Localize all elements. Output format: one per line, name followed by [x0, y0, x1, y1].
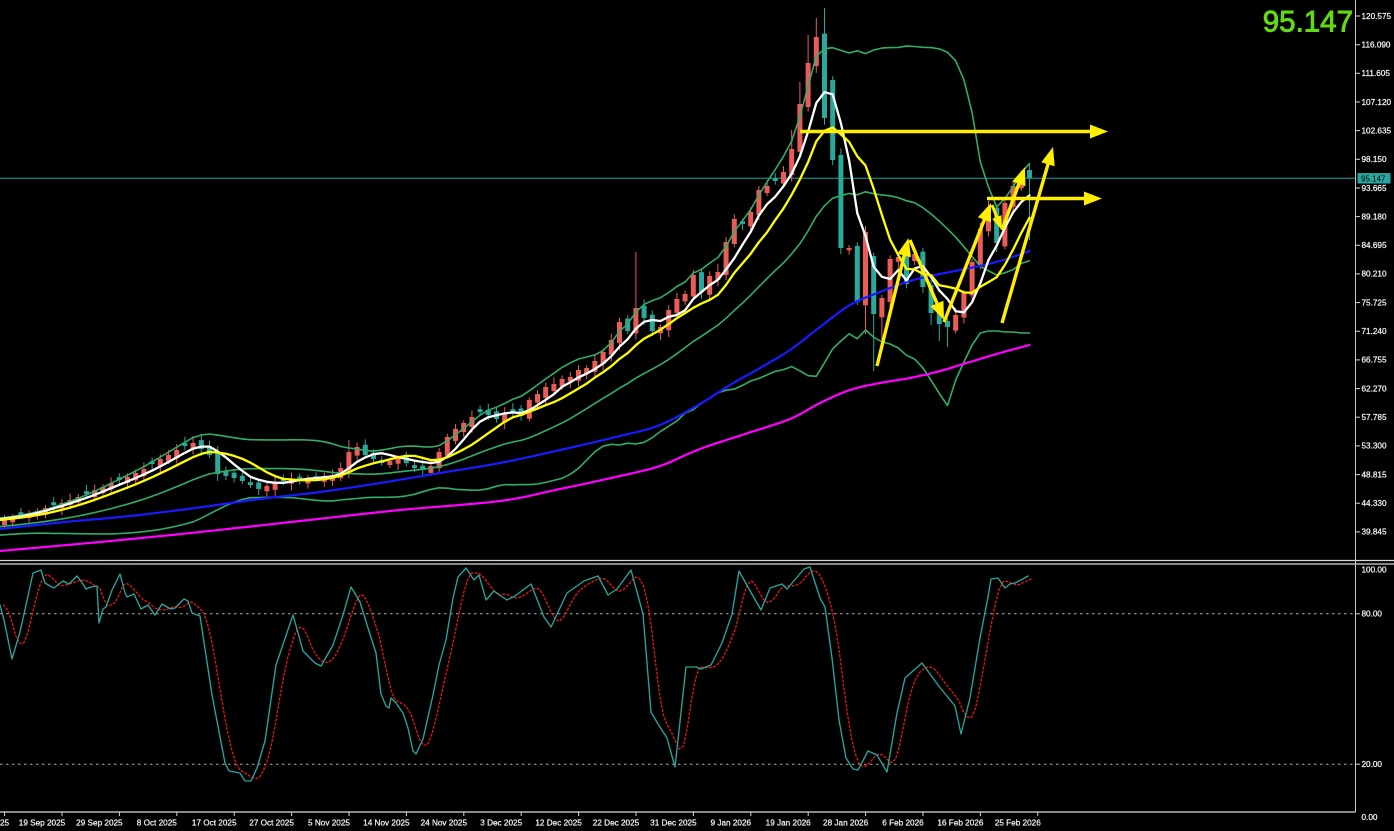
svg-text:5 Nov 2025: 5 Nov 2025	[308, 819, 350, 828]
svg-text:71.240: 71.240	[1362, 327, 1387, 336]
svg-text:107.120: 107.120	[1362, 98, 1392, 107]
svg-text:14 Nov 2025: 14 Nov 2025	[363, 819, 410, 828]
svg-text:16 Feb 2026: 16 Feb 2026	[937, 819, 983, 828]
svg-text:89.180: 89.180	[1362, 212, 1387, 221]
svg-text:19 Jan 2026: 19 Jan 2026	[766, 819, 812, 828]
svg-text:120.575: 120.575	[1362, 12, 1392, 21]
svg-text:12 Dec 2025: 12 Dec 2025	[535, 819, 582, 828]
svg-text:66.755: 66.755	[1362, 356, 1387, 365]
svg-text:24 Nov 2025: 24 Nov 2025	[421, 819, 468, 828]
svg-text:25: 25	[0, 819, 10, 828]
svg-text:9 Jan 2026: 9 Jan 2026	[711, 819, 752, 828]
svg-text:102.635: 102.635	[1362, 126, 1392, 135]
svg-text:29 Sep 2025: 29 Sep 2025	[76, 819, 123, 828]
svg-text:48.815: 48.815	[1362, 470, 1387, 479]
svg-text:93.665: 93.665	[1362, 184, 1387, 193]
svg-text:84.695: 84.695	[1362, 241, 1387, 250]
svg-text:95.147: 95.147	[1361, 175, 1386, 184]
svg-text:39.845: 39.845	[1362, 528, 1387, 537]
svg-text:22 Dec 2025: 22 Dec 2025	[593, 819, 640, 828]
svg-text:80.210: 80.210	[1362, 270, 1387, 279]
svg-text:8 Oct 2025: 8 Oct 2025	[137, 819, 178, 828]
svg-text:17 Oct 2025: 17 Oct 2025	[192, 819, 237, 828]
svg-text:25 Feb 2026: 25 Feb 2026	[995, 819, 1041, 828]
svg-text:75.725: 75.725	[1362, 298, 1387, 307]
svg-text:6 Feb 2026: 6 Feb 2026	[882, 819, 924, 828]
svg-text:80.00: 80.00	[1362, 610, 1383, 619]
svg-text:28 Jan 2026: 28 Jan 2026	[823, 819, 869, 828]
svg-text:95.147: 95.147	[1263, 6, 1353, 39]
svg-text:27 Oct 2025: 27 Oct 2025	[249, 819, 294, 828]
svg-text:20.00: 20.00	[1362, 760, 1383, 769]
svg-text:53.300: 53.300	[1362, 442, 1387, 451]
svg-text:44.330: 44.330	[1362, 499, 1387, 508]
svg-text:0.00: 0.00	[1362, 813, 1378, 822]
svg-text:98.150: 98.150	[1362, 155, 1387, 164]
svg-text:19 Sep 2025: 19 Sep 2025	[19, 819, 66, 828]
svg-text:3 Dec 2025: 3 Dec 2025	[480, 819, 522, 828]
svg-text:31 Dec 2025: 31 Dec 2025	[650, 819, 697, 828]
svg-text:100.00: 100.00	[1362, 565, 1387, 574]
svg-text:62.270: 62.270	[1362, 384, 1387, 393]
svg-text:57.785: 57.785	[1362, 413, 1387, 422]
svg-text:111.605: 111.605	[1362, 69, 1391, 78]
svg-text:116.090: 116.090	[1362, 41, 1391, 50]
